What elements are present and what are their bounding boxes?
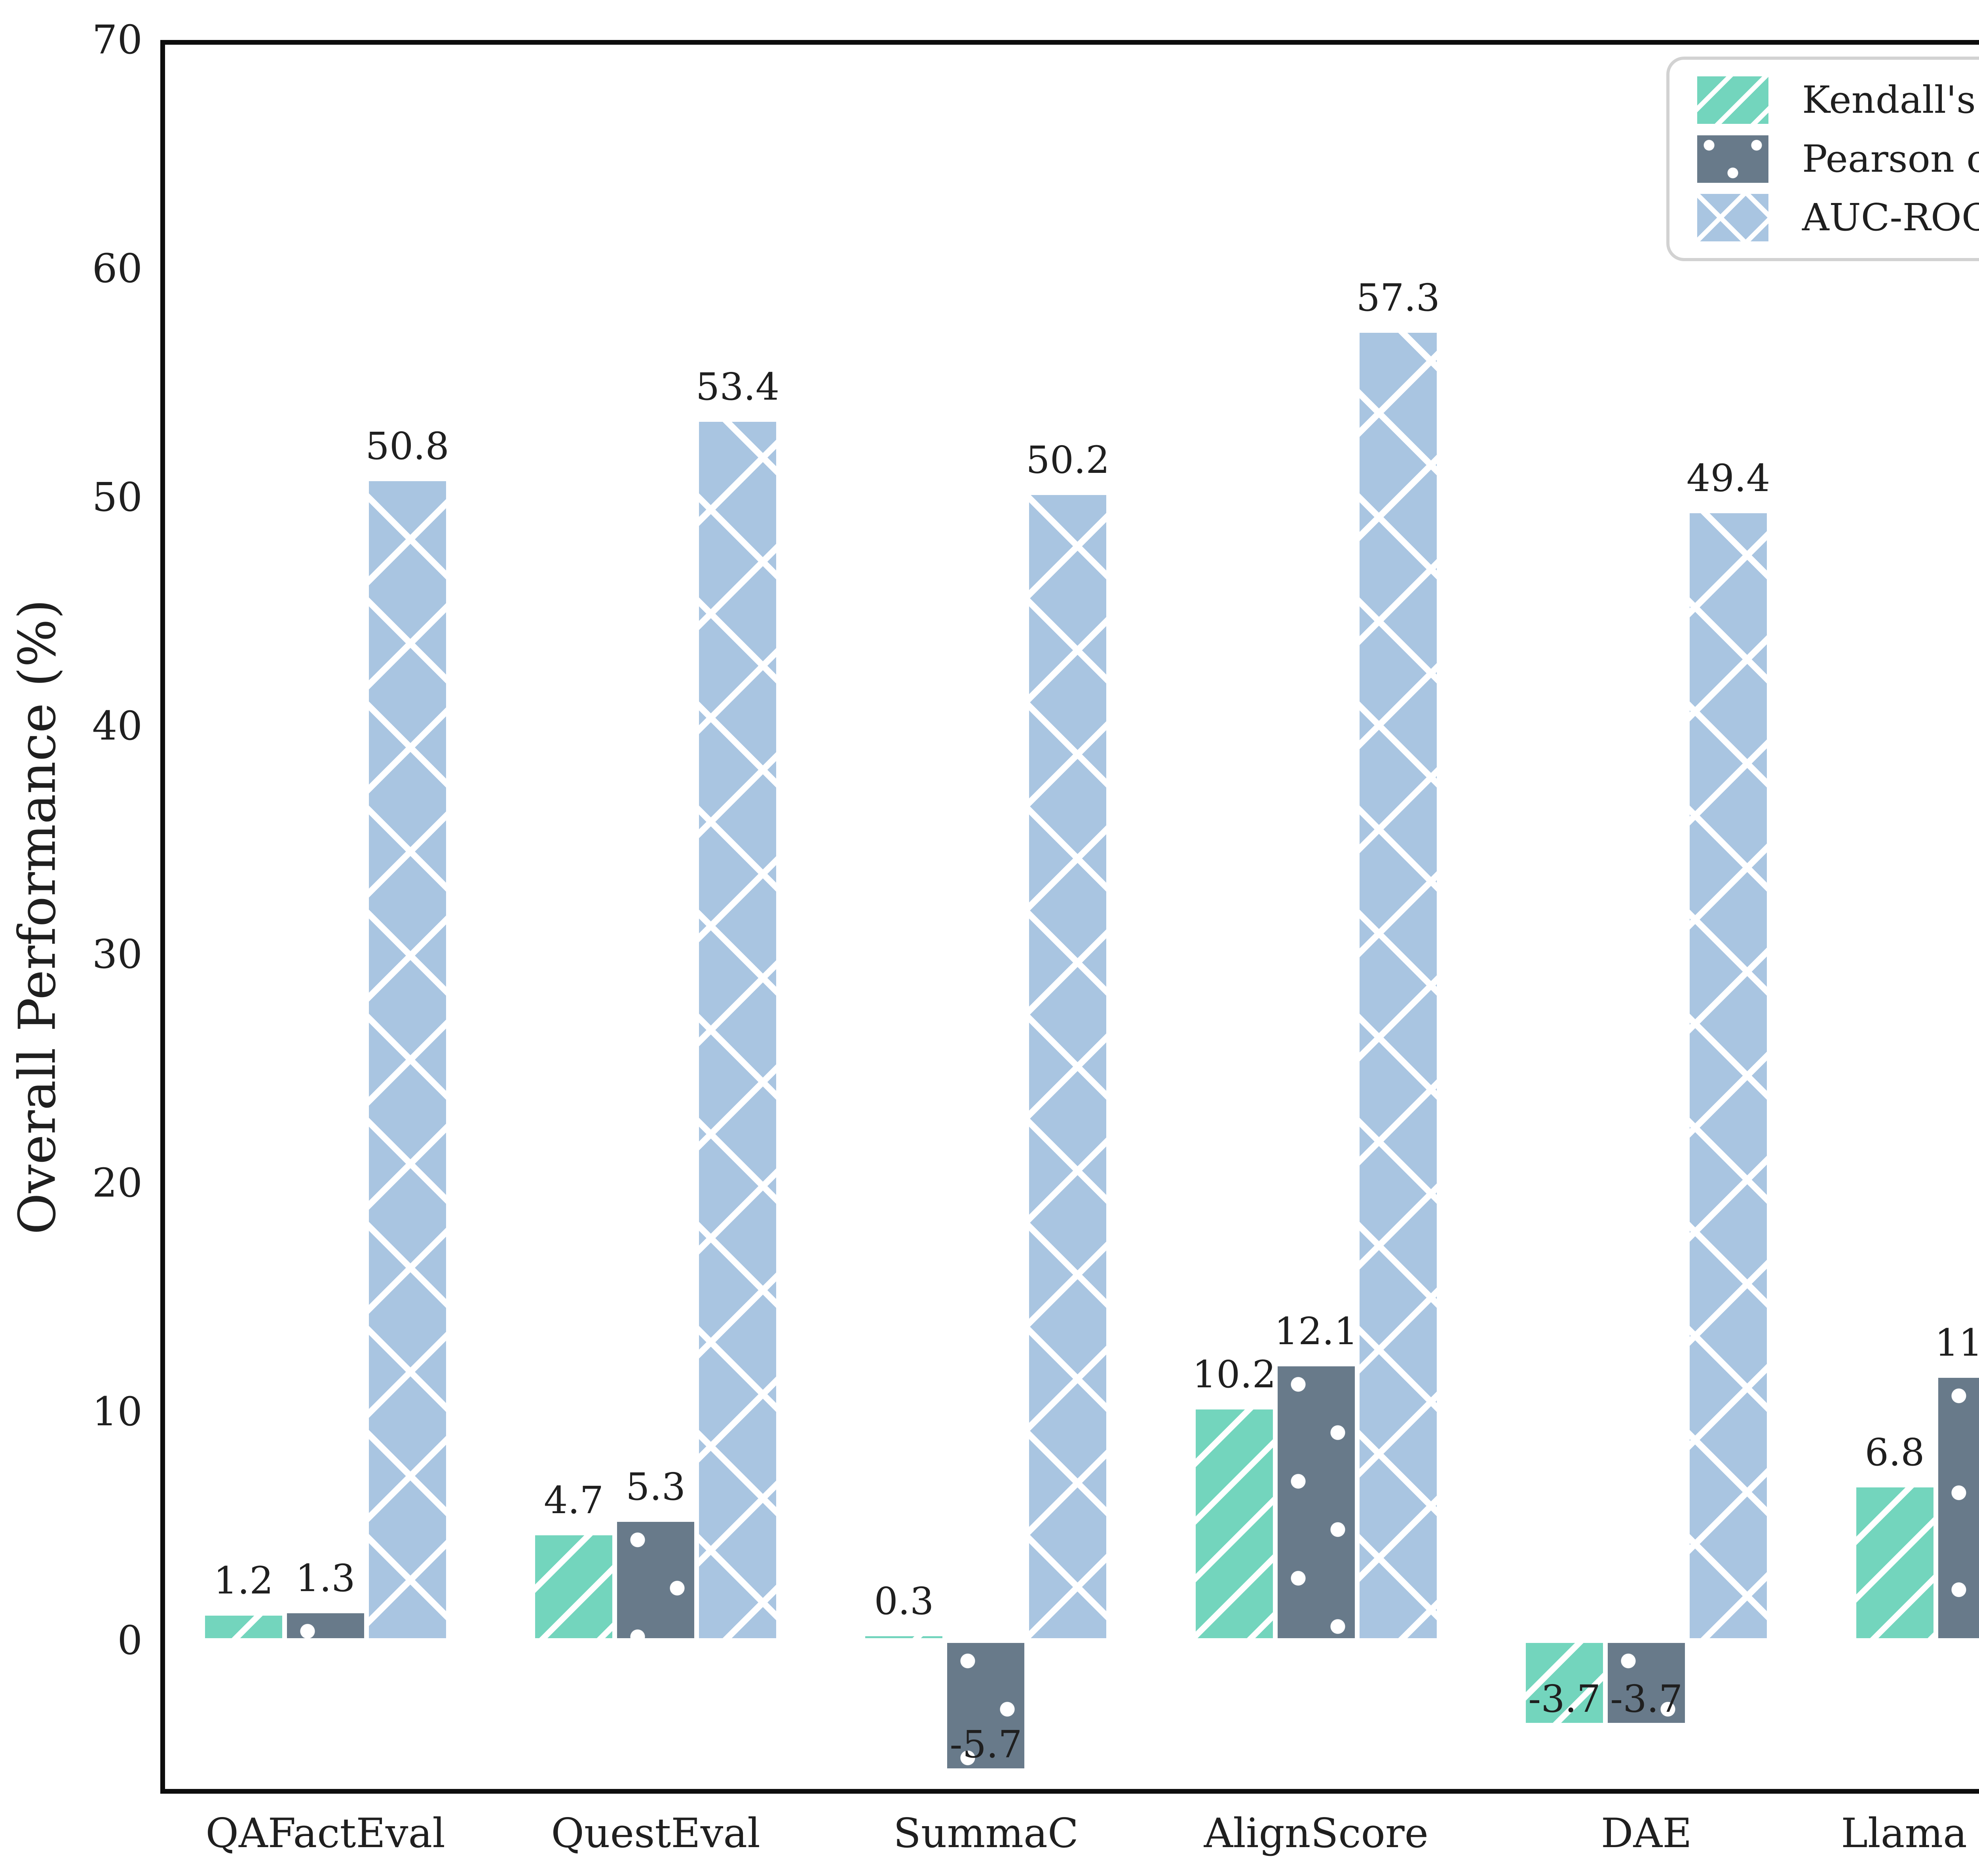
y-tick-label: 10 [92,1389,142,1435]
y-tick-label: 50 [92,474,142,520]
bar [1687,511,1770,1641]
value-label: 50.8 [365,425,449,469]
bar [1605,1640,1688,1725]
value-label: 10.2 [1192,1353,1276,1397]
value-label: 49.4 [1686,457,1770,501]
legend-label: Pearson correlation coefficients [1802,137,1979,181]
legend-swatch-icon [1697,193,1768,241]
legend-label: Kendall's Tau correlation coefficients [1802,78,1979,122]
x-tick-label: SummaC [893,1810,1079,1857]
bar [615,1519,697,1641]
value-label: -5.7 [950,1723,1022,1767]
bar [1193,1407,1275,1641]
bar [1523,1640,1606,1725]
bar [284,1610,367,1641]
value-label: 53.4 [695,365,780,409]
bar [1275,1364,1357,1641]
value-label: 0.3 [874,1579,934,1623]
x-tick-label: AlignScore [1204,1810,1429,1857]
legend-item: Pearson correlation coefficients [1697,135,1979,183]
legend-item: Kendall's Tau correlation coefficients [1697,76,1979,124]
x-tick-label: QAFactEval [205,1810,445,1857]
value-label: -3.7 [1528,1677,1601,1721]
bar [1357,330,1439,1641]
y-axis-label: Overall Performance (%) [8,599,67,1235]
bar [1027,493,1109,1641]
value-label: 1.3 [295,1556,355,1600]
y-tick-label: 0 [117,1617,142,1664]
legend-item: AUC-ROC [1697,193,1979,241]
bar [1935,1375,1979,1641]
value-label: 57.3 [1356,276,1440,320]
y-tick-label: 70 [92,17,142,63]
legend-label: AUC-ROC [1802,195,1979,239]
y-tick-label: 30 [92,931,142,978]
y-tick-label: 60 [92,245,142,292]
x-tick-label: DAE [1601,1810,1692,1857]
x-tick-label: QuestEval [551,1810,760,1857]
value-label: 6.8 [1865,1430,1925,1474]
y-tick-label: 40 [92,702,142,749]
value-label: 1.2 [213,1559,273,1603]
value-label: 4.7 [544,1479,604,1523]
bar [945,1640,1027,1771]
bar [533,1533,615,1641]
bar [202,1613,285,1641]
value-label: 12.1 [1274,1309,1358,1353]
legend-swatch-icon [1697,76,1768,124]
value-label: 11.6 [1935,1321,1979,1365]
bar [366,479,448,1641]
x-tick-label: Llama 3.1 8B [1841,1810,1979,1857]
value-label: 54.4 [1936,343,1979,385]
value-label: 5.3 [626,1465,686,1509]
y-tick-label: 20 [92,1160,142,1206]
bar [863,1633,945,1641]
bar [697,419,779,1641]
legend-swatch-icon [1697,135,1768,183]
value-label: 50.2 [1026,438,1110,482]
bar [1854,1485,1936,1641]
value-label: -3.7 [1610,1677,1683,1721]
legend: Kendall's Tau correlation coefficients Pe… [1666,57,1979,261]
